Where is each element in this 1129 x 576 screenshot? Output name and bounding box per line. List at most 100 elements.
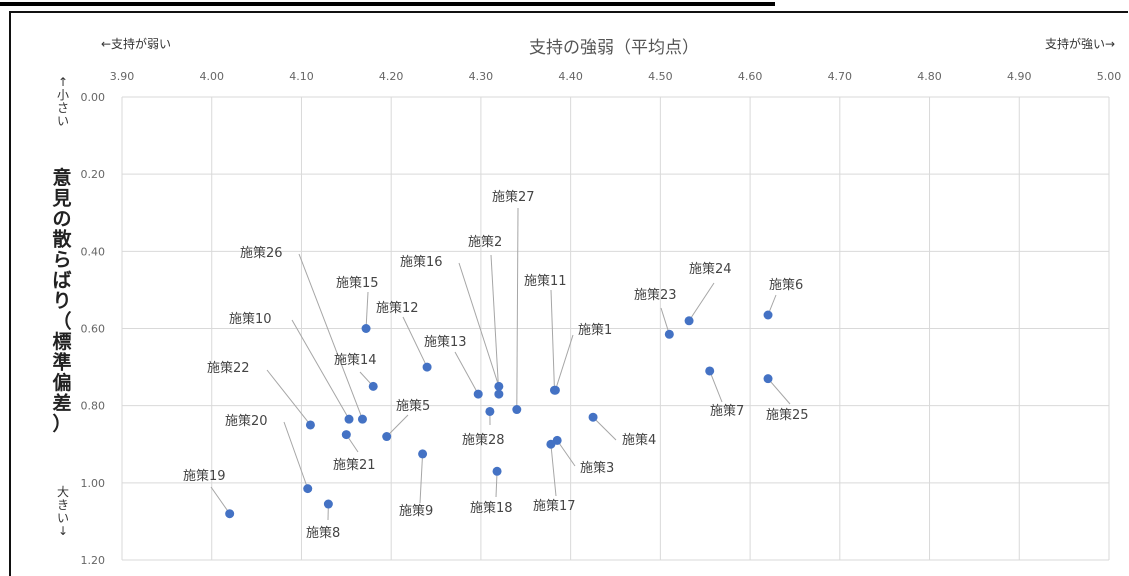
y-tick-label: 0.20 bbox=[81, 168, 106, 181]
point-label: 施策8 bbox=[306, 525, 340, 541]
data-point bbox=[382, 432, 392, 442]
point-label: 施策4 bbox=[622, 432, 656, 448]
data-point bbox=[422, 362, 432, 372]
top-rule bbox=[0, 2, 775, 6]
y-tick-label: 0.40 bbox=[81, 245, 106, 258]
point-label: 施策24 bbox=[689, 261, 732, 277]
point-label: 施策14 bbox=[334, 352, 377, 368]
data-point bbox=[684, 316, 694, 326]
point-label: 施策12 bbox=[376, 300, 419, 316]
x-tick-label: 4.80 bbox=[917, 70, 942, 83]
y-axis-label-char: （ bbox=[52, 310, 71, 333]
leader-line bbox=[402, 316, 428, 368]
leader-line bbox=[556, 440, 576, 467]
leader-line bbox=[386, 414, 409, 437]
large-indicator-char: ↓ bbox=[58, 524, 68, 538]
small-indicator-char: さ bbox=[57, 101, 69, 115]
point-label: 施策7 bbox=[710, 403, 744, 419]
y-axis-small-indicator: ↑小さい bbox=[57, 75, 69, 128]
x-tick-labels: 3.90 4.00 4.10 4.20 4.30 4.40 4.50 4.60 4.70 4.80… bbox=[110, 70, 1122, 83]
point-label: 施策9 bbox=[399, 503, 433, 519]
x-tick-label: 4.10 bbox=[289, 70, 314, 83]
figure-frame bbox=[9, 11, 1128, 576]
leader-line bbox=[210, 486, 231, 514]
leader-line bbox=[365, 291, 369, 329]
weak-support-label: ←支持が弱い bbox=[101, 36, 171, 51]
point-label: 施策23 bbox=[634, 287, 677, 303]
data-point bbox=[368, 381, 378, 391]
x-tick-label: 4.00 bbox=[199, 70, 224, 83]
point-label: 施策27 bbox=[492, 189, 535, 205]
point-label: 施策25 bbox=[766, 407, 809, 423]
data-point bbox=[546, 439, 556, 449]
data-point bbox=[323, 499, 333, 509]
y-axis-label-char: 意 bbox=[52, 166, 71, 189]
data-point bbox=[485, 406, 495, 416]
leader-line bbox=[688, 282, 715, 322]
x-tick-label: 4.20 bbox=[379, 70, 404, 83]
grid-lines bbox=[121, 96, 1110, 561]
data-point bbox=[305, 420, 315, 430]
point-label: 施策1 bbox=[578, 322, 612, 338]
large-indicator-char: き bbox=[57, 498, 69, 512]
point-label: 施策11 bbox=[524, 273, 567, 289]
x-tick-label: 4.50 bbox=[648, 70, 673, 83]
y-axis-label-char: ば bbox=[52, 270, 71, 292]
leader-line bbox=[454, 351, 479, 395]
leader-line bbox=[266, 369, 311, 426]
point-label: 施策3 bbox=[580, 460, 614, 476]
point-labels: 施策1 施策2 施策3 施策4 施策5 施策6 施策7 施策8 施策9 施策10 施策11 施策12 施… bbox=[183, 189, 809, 541]
y-tick-label: 0.80 bbox=[81, 400, 106, 413]
data-point bbox=[357, 414, 367, 424]
point-label: 施策21 bbox=[333, 457, 376, 473]
data-point bbox=[341, 430, 351, 440]
x-tick-label: 4.40 bbox=[558, 70, 583, 83]
data-point bbox=[473, 389, 483, 399]
point-label: 施策19 bbox=[183, 468, 226, 484]
point-label: 施策26 bbox=[240, 245, 283, 261]
leader-line bbox=[767, 378, 791, 405]
large-indicator-char: い bbox=[57, 511, 69, 525]
y-axis-label-char: 差 bbox=[52, 392, 71, 415]
chart-title: 支持の強弱（平均点） bbox=[529, 38, 699, 58]
point-label: 施策5 bbox=[396, 398, 430, 414]
point-label: 施策15 bbox=[336, 275, 379, 291]
small-indicator-char: い bbox=[57, 114, 69, 128]
x-tick-label: 3.90 bbox=[110, 70, 135, 83]
x-tick-label: 4.70 bbox=[828, 70, 853, 83]
data-point bbox=[225, 509, 235, 519]
leader-line bbox=[291, 319, 350, 420]
point-label: 施策18 bbox=[470, 500, 513, 516]
y-axis-label-char: ） bbox=[52, 412, 71, 435]
x-tick-label: 4.90 bbox=[1007, 70, 1032, 83]
point-label: 施策20 bbox=[225, 413, 268, 429]
leader-line bbox=[592, 416, 617, 441]
data-point bbox=[549, 385, 559, 395]
leader-line bbox=[660, 307, 670, 335]
data-point bbox=[494, 381, 504, 391]
point-label: 施策13 bbox=[424, 334, 467, 350]
data-point bbox=[763, 310, 773, 320]
data-point bbox=[664, 329, 674, 339]
data-point bbox=[303, 484, 313, 494]
leader-line bbox=[554, 334, 574, 391]
y-tick-label: 0.00 bbox=[81, 91, 106, 104]
y-axis-label-char: の bbox=[52, 208, 71, 230]
leader-line bbox=[490, 254, 500, 395]
data-point bbox=[512, 405, 522, 415]
data-point bbox=[763, 374, 773, 384]
y-tick-label: 0.60 bbox=[81, 323, 106, 336]
y-axis-label-char: 標 bbox=[52, 330, 71, 353]
y-tick-label: 1.00 bbox=[81, 477, 106, 490]
leader-line bbox=[458, 262, 500, 387]
leader-line bbox=[516, 207, 519, 410]
data-points bbox=[225, 310, 773, 519]
leader-line bbox=[550, 289, 555, 391]
leader-line bbox=[298, 253, 363, 420]
y-axis-large-indicator: 大きい↓ bbox=[57, 485, 69, 538]
point-label: 施策28 bbox=[462, 432, 505, 448]
point-label: 施策10 bbox=[229, 311, 272, 327]
x-tick-label: 4.30 bbox=[469, 70, 494, 83]
